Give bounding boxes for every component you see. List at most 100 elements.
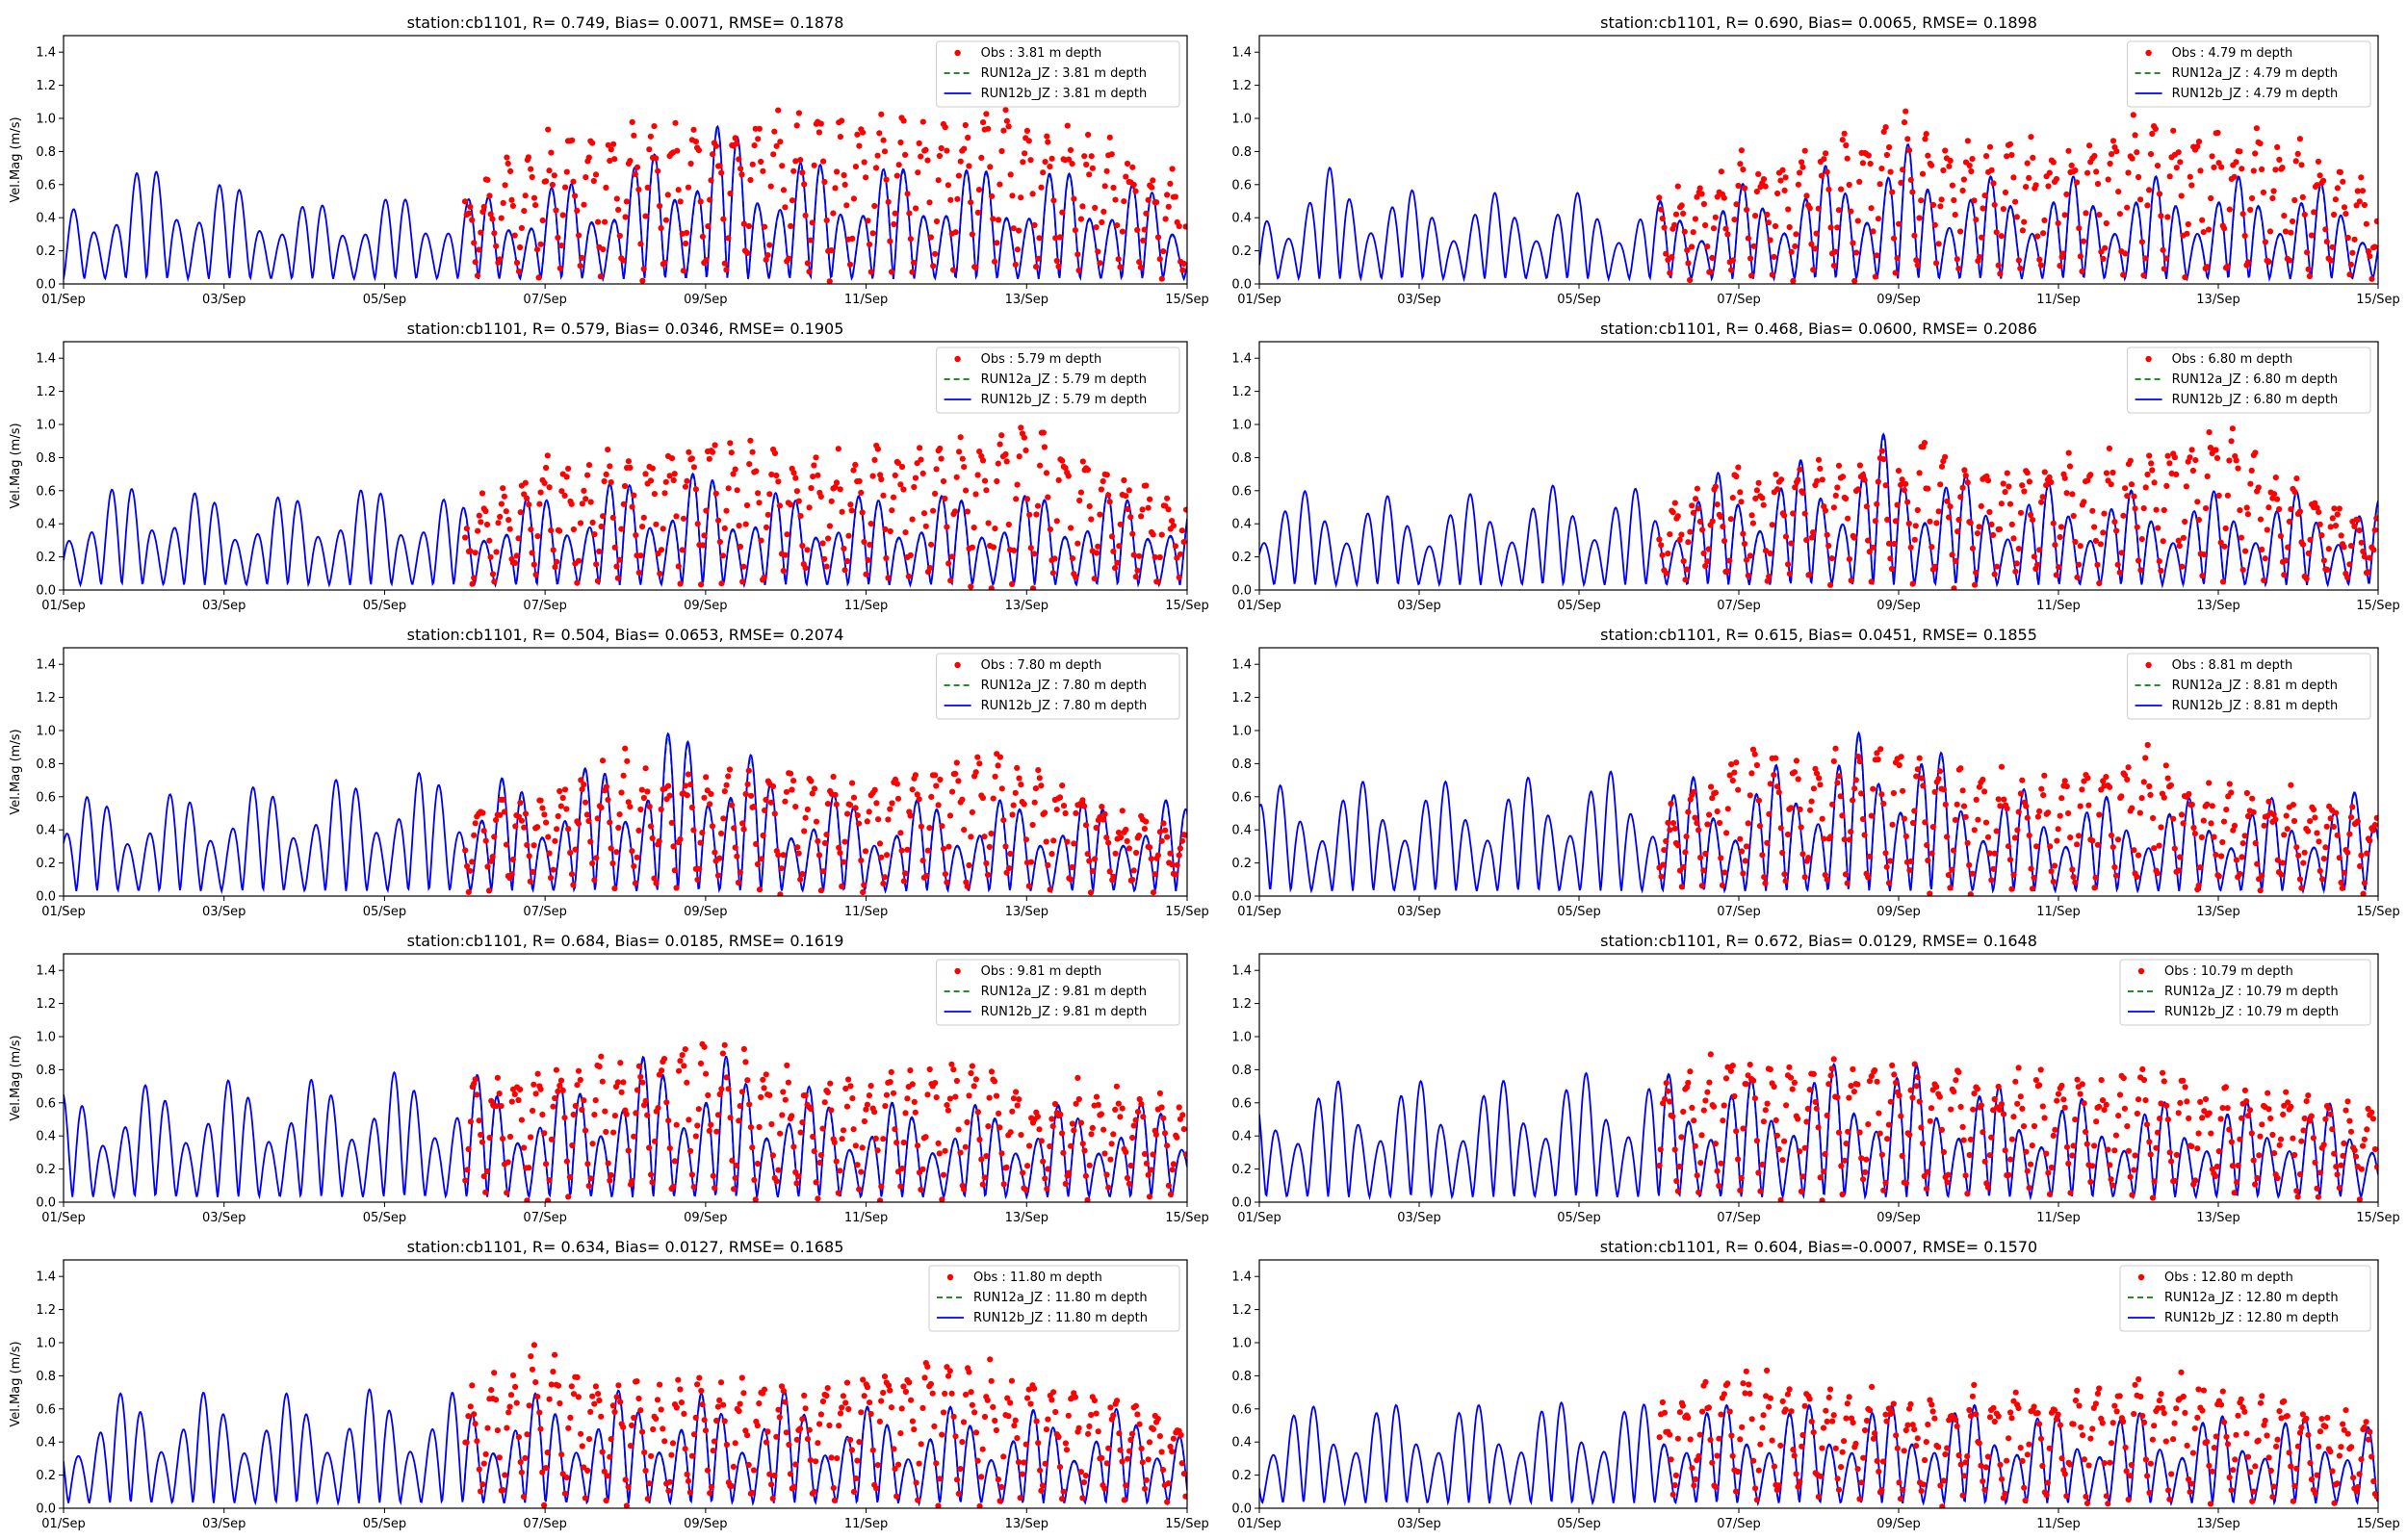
- obs-point: [2195, 1130, 2202, 1137]
- obs-point: [635, 1063, 643, 1069]
- obs-point: [2303, 1098, 2310, 1105]
- y-tick-label: 0.0: [1231, 1196, 1252, 1211]
- obs-point: [858, 1168, 865, 1175]
- obs-point: [1803, 192, 1810, 199]
- obs-point: [712, 142, 720, 149]
- obs-point: [932, 1080, 939, 1087]
- obs-point: [2373, 1164, 2378, 1170]
- obs-point: [1750, 1077, 1757, 1084]
- obs-point: [761, 1085, 767, 1091]
- obs-point: [2278, 871, 2285, 878]
- y-tick-label: 0.4: [36, 1436, 56, 1450]
- obs-point: [668, 455, 676, 462]
- obs-point: [940, 477, 947, 485]
- obs-point: [2160, 246, 2166, 253]
- obs-point: [740, 220, 747, 227]
- obs-point: [529, 550, 535, 556]
- obs-point: [692, 139, 700, 145]
- obs-point: [1127, 1162, 1134, 1169]
- obs-point: [2072, 879, 2079, 886]
- obs-point: [850, 1126, 857, 1133]
- x-tick-label: 07/Sep: [523, 905, 566, 919]
- obs-point: [2161, 1410, 2167, 1417]
- obs-point: [2341, 204, 2348, 211]
- obs-point: [1835, 1129, 1843, 1136]
- obs-point: [498, 215, 505, 221]
- legend-obs-marker: [2145, 661, 2152, 669]
- obs-point: [556, 527, 563, 534]
- obs-point: [2228, 1139, 2235, 1145]
- obs-point: [1082, 822, 1090, 829]
- obs-point: [732, 844, 738, 851]
- obs-point: [1781, 1138, 1788, 1144]
- obs-point: [1835, 462, 1843, 469]
- obs-point: [953, 1077, 961, 1085]
- obs-point: [677, 198, 684, 205]
- obs-point: [946, 812, 954, 819]
- obs-point: [524, 1197, 531, 1202]
- obs-point: [687, 782, 694, 788]
- obs-point: [2359, 188, 2367, 194]
- obs-point: [1658, 873, 1665, 880]
- obs-point: [699, 830, 706, 836]
- obs-point: [1947, 885, 1954, 891]
- x-tick-label: 13/Sep: [1005, 293, 1048, 307]
- obs-point: [2024, 814, 2031, 821]
- obs-point: [1767, 1395, 1773, 1401]
- obs-point: [790, 1143, 797, 1150]
- obs-point: [2164, 214, 2171, 220]
- obs-point: [948, 553, 956, 560]
- obs-point: [922, 146, 929, 153]
- obs-point: [2134, 149, 2140, 156]
- obs-point: [940, 1409, 947, 1416]
- legend-entry: RUN12a_JZ : 11.80 m depth: [973, 1291, 1148, 1305]
- obs-point: [1806, 1087, 1813, 1093]
- x-tick-label: 15/Sep: [1165, 905, 1208, 919]
- obs-point: [2199, 573, 2206, 579]
- obs-point: [2107, 783, 2113, 790]
- obs-point: [684, 1079, 690, 1086]
- obs-point: [858, 857, 865, 864]
- obs-point: [1005, 123, 1012, 130]
- obs-point: [649, 465, 656, 472]
- obs-point: [1858, 1155, 1865, 1162]
- obs-point: [532, 202, 539, 209]
- y-tick-label: 1.2: [1231, 691, 1252, 706]
- obs-point: [1743, 1081, 1749, 1088]
- obs-point: [2346, 561, 2353, 568]
- obs-point: [950, 267, 957, 273]
- obs-point: [1795, 181, 1801, 188]
- obs-point: [2221, 543, 2228, 550]
- obs-point: [1691, 788, 1697, 796]
- obs-point: [1894, 255, 1901, 262]
- obs-point: [618, 789, 625, 796]
- obs-point: [1848, 829, 1854, 835]
- obs-point: [795, 498, 802, 504]
- obs-point: [2248, 467, 2255, 474]
- obs-point: [685, 1477, 692, 1484]
- obs-point: [666, 792, 673, 799]
- obs-point: [673, 513, 680, 520]
- obs-point: [2147, 1151, 2154, 1158]
- obs-point: [2068, 162, 2075, 168]
- obs-point: [1947, 503, 1954, 510]
- obs-point: [1779, 1157, 1786, 1164]
- obs-point: [2249, 194, 2256, 202]
- obs-point: [1038, 1138, 1045, 1144]
- obs-point: [1143, 818, 1150, 825]
- obs-point: [1707, 269, 1714, 275]
- obs-point: [2264, 526, 2270, 533]
- obs-point: [1878, 166, 1885, 172]
- obs-point: [1667, 531, 1673, 538]
- obs-point: [898, 1405, 905, 1412]
- obs-point: [1708, 783, 1715, 790]
- obs-point: [1973, 1411, 1980, 1418]
- obs-point: [570, 178, 577, 185]
- obs-point: [566, 1173, 574, 1181]
- obs-point: [649, 834, 656, 842]
- obs-point: [1081, 803, 1088, 809]
- obs-point: [665, 1117, 672, 1124]
- obs-point: [2079, 1081, 2085, 1088]
- obs-point: [1764, 578, 1771, 584]
